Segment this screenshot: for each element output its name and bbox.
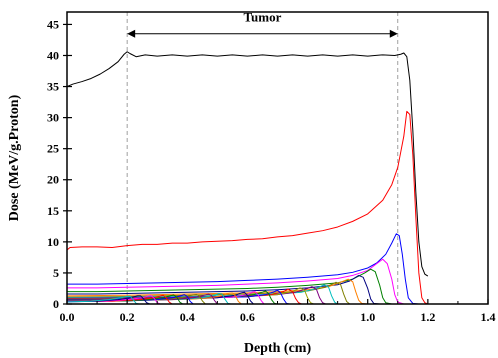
series-line-25 xyxy=(67,295,140,304)
x-tick-label: 0.2 xyxy=(120,310,135,324)
arrowhead-left-icon xyxy=(127,29,136,38)
annotations: Tumor xyxy=(127,10,398,38)
x-tick-label: 1.0 xyxy=(360,310,375,324)
series-line-23 xyxy=(67,295,161,304)
series-line-7 xyxy=(67,281,350,304)
x-tick-label: 0.8 xyxy=(300,310,315,324)
y-tick-label: 15 xyxy=(47,204,59,218)
tumor-label: Tumor xyxy=(244,10,282,25)
x-tick-label: 0.4 xyxy=(180,310,195,324)
y-tick-label: 0 xyxy=(53,297,59,311)
series-line-6 xyxy=(67,278,368,304)
y-tick-label: 40 xyxy=(47,48,59,62)
y-axis-title: Dose (MeV/g.Proton) xyxy=(7,94,22,221)
y-tick-label: 25 xyxy=(47,142,59,156)
arrowhead-right-icon xyxy=(389,29,398,38)
y-tick-label: 5 xyxy=(53,266,59,280)
y-tick-label: 35 xyxy=(47,80,59,94)
series-line-24 xyxy=(67,295,150,304)
x-axis-title: Depth (cm) xyxy=(244,341,312,356)
y-tick-label: 45 xyxy=(47,17,59,31)
y-tick-label: 30 xyxy=(47,111,59,125)
series-line-1 xyxy=(67,110,429,304)
series-line-22 xyxy=(67,294,173,304)
x-tick-label: 1.2 xyxy=(420,310,435,324)
y-tick-label: 20 xyxy=(47,173,59,187)
x-tick-label: 0.6 xyxy=(240,310,255,324)
series-line-5 xyxy=(67,274,380,304)
x-axis: 0.0 0.2 0.4 0.6 0.8 1.0 1.2 1.4 xyxy=(60,299,496,324)
series-line-4 xyxy=(67,268,392,304)
series-line-2 xyxy=(67,233,419,304)
series-line-3 xyxy=(67,258,404,304)
series-line-0 xyxy=(67,51,429,277)
y-axis: 0 5 10 15 20 25 30 35 40 45 xyxy=(47,17,72,311)
x-tick-label: 1.4 xyxy=(481,310,496,324)
x-tick-label: 0.0 xyxy=(60,310,75,324)
y-tick-label: 10 xyxy=(47,235,59,249)
series-layer xyxy=(67,51,429,304)
